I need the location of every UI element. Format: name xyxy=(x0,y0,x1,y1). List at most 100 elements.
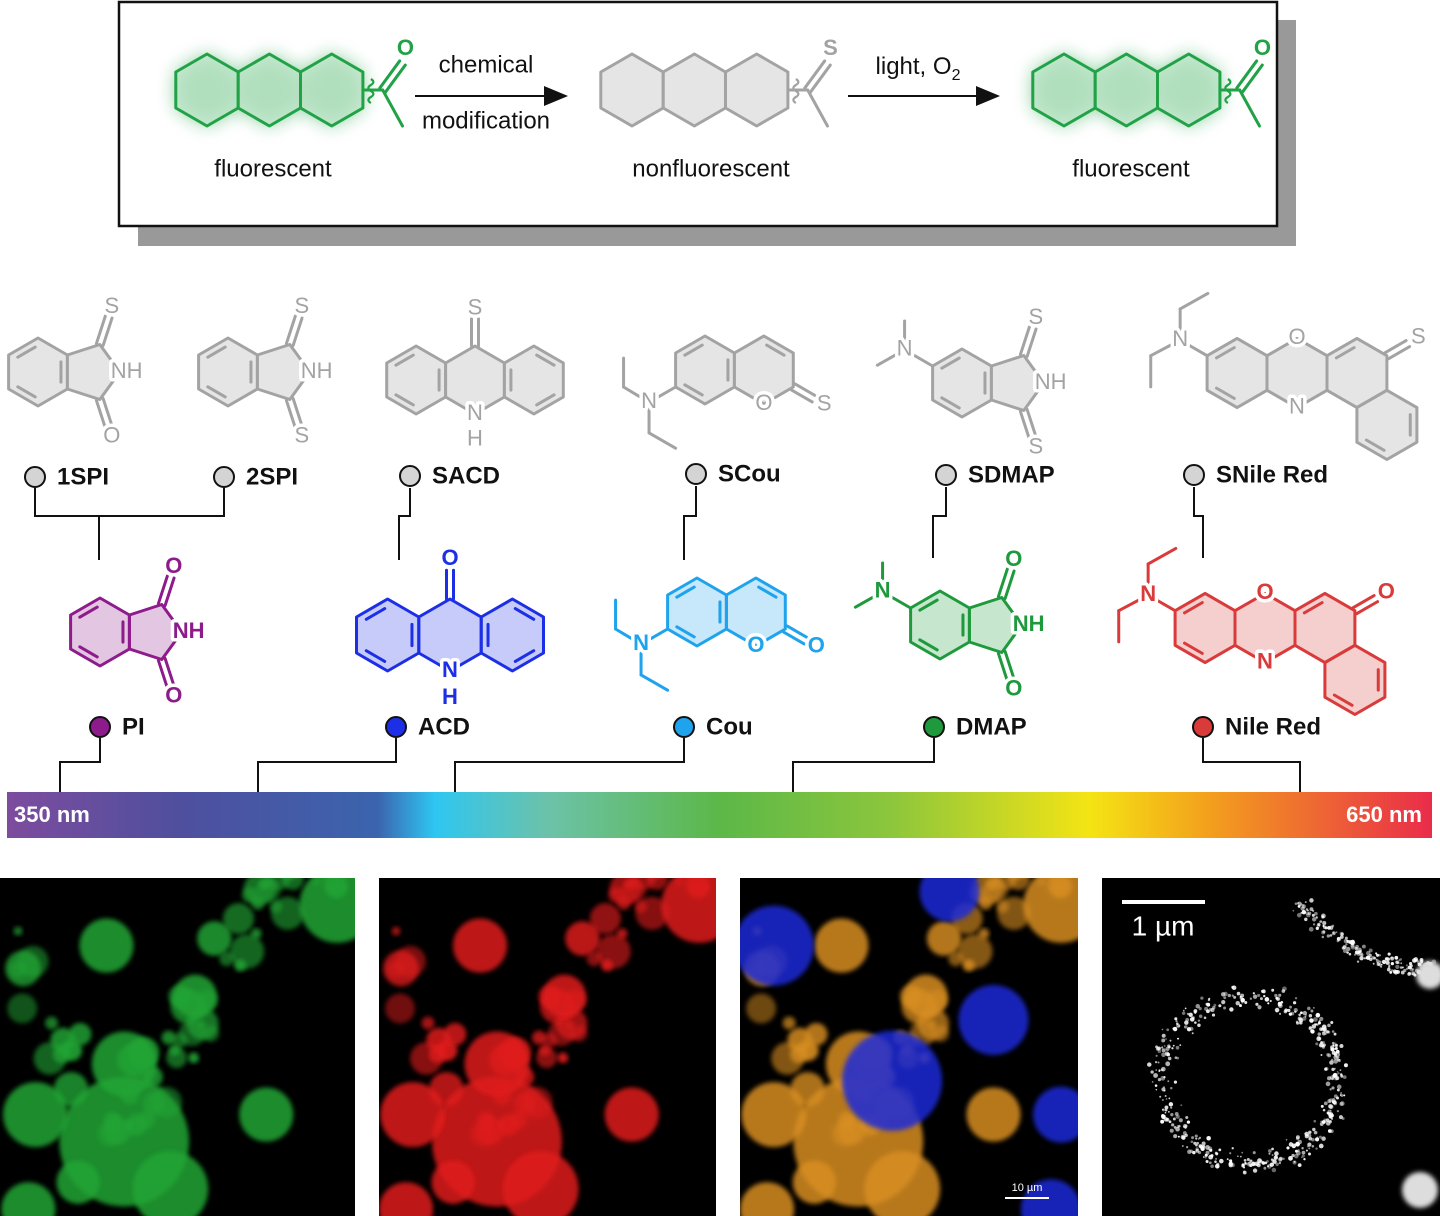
speck xyxy=(1294,1153,1299,1159)
speck xyxy=(1328,1098,1334,1103)
droplet xyxy=(596,934,631,969)
speck xyxy=(1311,1144,1315,1148)
bond xyxy=(101,396,114,428)
molecule-label: fluorescent xyxy=(1072,155,1190,182)
speck xyxy=(1295,1136,1300,1141)
speck xyxy=(1191,1032,1194,1035)
bond xyxy=(206,345,227,359)
speck xyxy=(1271,1154,1274,1156)
bond xyxy=(803,59,827,90)
droplet xyxy=(132,1151,209,1216)
droplet xyxy=(651,849,673,871)
speck xyxy=(1278,993,1282,997)
speck xyxy=(1161,1098,1164,1102)
speck xyxy=(1345,943,1348,946)
ring xyxy=(724,52,790,128)
speck xyxy=(1198,1136,1202,1139)
speck xyxy=(1186,1027,1192,1032)
speck xyxy=(1331,931,1336,936)
speck xyxy=(1200,996,1204,1000)
droplet xyxy=(197,921,232,956)
bond xyxy=(513,649,536,663)
droplet xyxy=(616,928,628,939)
speck xyxy=(1313,1119,1317,1123)
atom-label: NH xyxy=(1035,369,1067,394)
speck xyxy=(1192,1150,1196,1155)
pin xyxy=(685,463,707,485)
speck xyxy=(1164,1111,1167,1114)
droplet xyxy=(428,1045,447,1064)
bond xyxy=(291,396,304,428)
speck xyxy=(1319,1016,1324,1022)
speck xyxy=(1380,965,1383,968)
speck xyxy=(1264,997,1270,1002)
speck xyxy=(1308,1147,1311,1150)
droplet xyxy=(281,846,303,868)
atom-label: O xyxy=(441,545,458,570)
speck xyxy=(1178,1024,1181,1027)
speck xyxy=(1190,1140,1194,1144)
speck xyxy=(1304,1132,1307,1135)
droplet xyxy=(1011,878,1021,879)
speck xyxy=(1292,909,1295,912)
speck xyxy=(1283,1009,1288,1014)
droplet xyxy=(380,1082,446,1148)
ring xyxy=(1355,388,1419,461)
speck xyxy=(1339,1043,1344,1049)
droplet xyxy=(978,896,993,910)
droplet xyxy=(1043,844,1072,873)
pin xyxy=(24,466,46,488)
nucleus xyxy=(740,905,814,986)
speck xyxy=(1257,993,1261,998)
connector xyxy=(454,738,685,792)
bond xyxy=(163,656,176,688)
speck xyxy=(1321,916,1325,919)
connector xyxy=(1202,738,1301,792)
speck xyxy=(1298,1013,1301,1016)
speck xyxy=(1181,1144,1184,1147)
bond xyxy=(1183,601,1204,615)
compound-name: 1SPI xyxy=(57,463,109,490)
droplet xyxy=(565,921,600,956)
speck xyxy=(1315,1012,1321,1018)
speck xyxy=(1319,920,1322,924)
speck xyxy=(1308,1026,1313,1031)
speck xyxy=(1194,1134,1198,1138)
speck xyxy=(1323,1028,1326,1032)
droplet xyxy=(1023,878,1078,943)
speck xyxy=(1208,1161,1212,1165)
droplet xyxy=(633,846,642,855)
speck xyxy=(1240,997,1245,1003)
ring xyxy=(255,343,312,401)
speck xyxy=(1310,1009,1314,1013)
spectrum-end: 650 nm xyxy=(1346,802,1422,827)
speck xyxy=(1172,1117,1176,1121)
droplet xyxy=(604,1087,659,1142)
bond xyxy=(785,624,810,640)
micrograph xyxy=(740,844,1078,1216)
speck xyxy=(1320,1104,1324,1108)
ring xyxy=(909,589,971,661)
speck xyxy=(1319,1122,1324,1127)
connector xyxy=(398,488,411,560)
speck xyxy=(1227,993,1231,998)
speck xyxy=(1376,959,1380,964)
speck xyxy=(1393,971,1396,974)
speck xyxy=(1304,917,1308,922)
speck xyxy=(1315,1042,1319,1046)
droplet xyxy=(1006,849,1024,867)
speck xyxy=(1389,971,1393,974)
atom-label: O xyxy=(808,633,825,658)
speck xyxy=(1331,1100,1335,1104)
speck xyxy=(1154,1084,1158,1087)
speck xyxy=(1403,968,1407,973)
speck xyxy=(1231,994,1234,997)
blob xyxy=(1416,961,1440,989)
scale-bar-label: 1 µm xyxy=(1132,910,1195,941)
speck xyxy=(1326,1030,1330,1034)
speck xyxy=(1331,1077,1334,1081)
speck xyxy=(1207,1146,1213,1151)
speck xyxy=(1411,968,1415,971)
speck xyxy=(1244,1162,1248,1166)
speck xyxy=(1194,1021,1197,1024)
